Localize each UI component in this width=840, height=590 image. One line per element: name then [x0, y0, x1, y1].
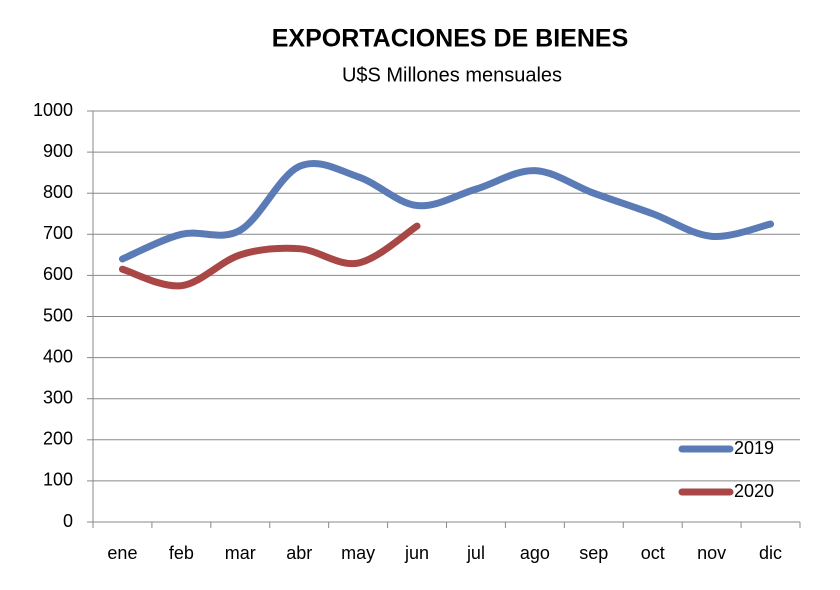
x-tick-label: nov — [697, 543, 726, 563]
x-tick-label: ago — [520, 543, 550, 563]
y-tick-label: 0 — [63, 511, 73, 531]
y-tick-label: 100 — [43, 470, 73, 490]
x-tick-label: oct — [641, 543, 665, 563]
x-tick-label: mar — [225, 543, 256, 563]
legend-label: 2019 — [734, 438, 774, 458]
y-tick-label: 900 — [43, 141, 73, 161]
y-tick-label: 1000 — [33, 100, 73, 120]
x-tick-label: abr — [286, 543, 312, 563]
chart-subtitle: U$S Millones mensuales — [342, 64, 562, 86]
y-tick-label: 800 — [43, 182, 73, 202]
legend-label: 2020 — [734, 481, 774, 501]
chart-title: EXPORTACIONES DE BIENES — [272, 25, 629, 53]
x-tick-label: jul — [466, 543, 485, 563]
y-tick-label: 300 — [43, 387, 73, 407]
x-tick-label: jun — [404, 543, 429, 563]
x-tick-label: ene — [107, 543, 137, 563]
x-tick-label: dic — [759, 543, 782, 563]
y-tick-label: 200 — [43, 429, 73, 449]
x-tick-label: feb — [169, 543, 194, 563]
y-tick-label: 400 — [43, 346, 73, 366]
series-line — [118, 159, 775, 263]
x-tick-label: sep — [579, 543, 608, 563]
x-tick-label: may — [341, 543, 375, 563]
y-tick-label: 600 — [43, 264, 73, 284]
y-tick-label: 700 — [43, 223, 73, 243]
y-tick-label: 500 — [43, 305, 73, 325]
series-line — [118, 222, 421, 290]
